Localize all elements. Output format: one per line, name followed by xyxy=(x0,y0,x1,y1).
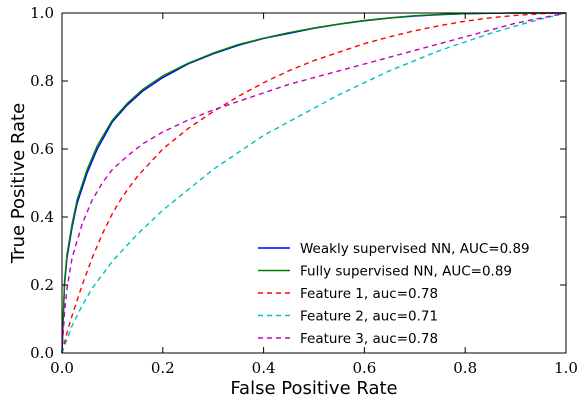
series-line-2 xyxy=(61,12,566,354)
y-tick-label: 0.2 xyxy=(30,276,54,294)
y-tick-label: 0.4 xyxy=(30,208,54,226)
plot-lines xyxy=(61,12,567,354)
legend-label-1: Weakly supervised NN, AUC=0.89 xyxy=(300,241,530,257)
x-tick-label: 0.8 xyxy=(453,359,477,377)
series-line-5 xyxy=(61,12,567,354)
series-line-1 xyxy=(61,12,566,354)
legend-label-4: Feature 2, auc=0.71 xyxy=(300,309,438,325)
x-tick-label: 0.0 xyxy=(50,359,74,377)
series-line-4 xyxy=(61,12,567,354)
legend-label-2: Fully supervised NN, AUC=0.89 xyxy=(300,264,512,280)
x-tick-label: 1.0 xyxy=(554,359,578,377)
x-tick-label: 0.2 xyxy=(151,359,175,377)
x-tick-label: 0.6 xyxy=(352,359,376,377)
x-axis-label: False Positive Rate xyxy=(230,378,397,399)
y-tick-label: 0.0 xyxy=(30,344,54,362)
legend-label-5: Feature 3, auc=0.78 xyxy=(300,331,438,347)
axis-ticks: 0.0 0.2 0.4 0.6 0.8 1.0 0.0 0.2 0.4 0.6 0.8 1.0 xyxy=(30,4,578,377)
y-axis-label: True Positive Rate xyxy=(8,103,29,264)
x-tick-label: 0.4 xyxy=(252,359,276,377)
legend-label-3: Feature 1, auc=0.78 xyxy=(300,286,438,302)
series-line-3 xyxy=(61,12,567,354)
legend: Weakly supervised NN, AUC=0.89 Fully supe… xyxy=(258,241,530,347)
plot-frame xyxy=(61,12,567,354)
y-tick-label: 0.6 xyxy=(30,140,54,158)
y-tick-label: 1.0 xyxy=(30,4,54,22)
y-tick-label: 0.8 xyxy=(30,72,54,90)
